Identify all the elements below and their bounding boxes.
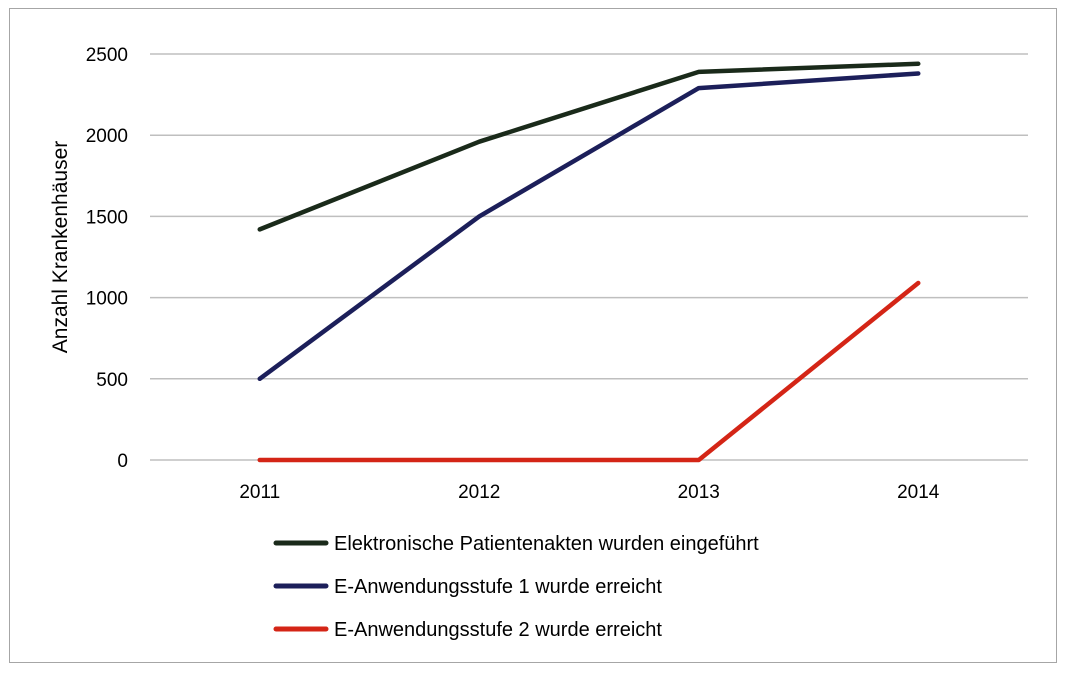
- y-axis-tick-labels: 0 500 1000 1500 2000 2500: [86, 45, 128, 472]
- legend-item: E-Anwendungsstufe 2 wurde erreicht: [273, 619, 662, 641]
- series-line-1: [257, 61, 921, 232]
- chart-frame: [9, 8, 1057, 663]
- legend: Elektronische Patientenakten wurden eing…: [273, 533, 759, 641]
- legend-label: Elektronische Patientenakten wurden eing…: [334, 533, 759, 555]
- x-tick-label: 2013: [678, 482, 720, 503]
- x-tick-label: 2011: [239, 482, 280, 503]
- x-tick-label: 2012: [458, 482, 500, 503]
- legend-label: E-Anwendungsstufe 2 wurde erreicht: [334, 619, 662, 641]
- legend-item: Elektronische Patientenakten wurden eing…: [273, 533, 759, 555]
- y-tick-label: 500: [96, 370, 128, 391]
- y-tick-label: 2000: [86, 126, 128, 147]
- gridlines: [150, 53, 1028, 461]
- y-tick-label: 1000: [86, 289, 128, 310]
- x-tick-label: 2014: [897, 482, 940, 503]
- y-tick-label: 2500: [86, 45, 128, 66]
- legend-label: E-Anwendungsstufe 1 wurde erreicht: [334, 576, 662, 598]
- x-axis-tick-labels: 2011 2012 2013 2014: [239, 482, 939, 503]
- series-lines: [257, 61, 921, 463]
- series-line-2: [257, 71, 921, 382]
- y-tick-label: 1500: [86, 207, 128, 228]
- y-axis-title: Anzahl Krankenhäuser: [49, 141, 72, 353]
- series-line-3: [257, 280, 921, 463]
- y-tick-label: 0: [117, 451, 128, 472]
- legend-item: E-Anwendungsstufe 1 wurde erreicht: [273, 576, 662, 598]
